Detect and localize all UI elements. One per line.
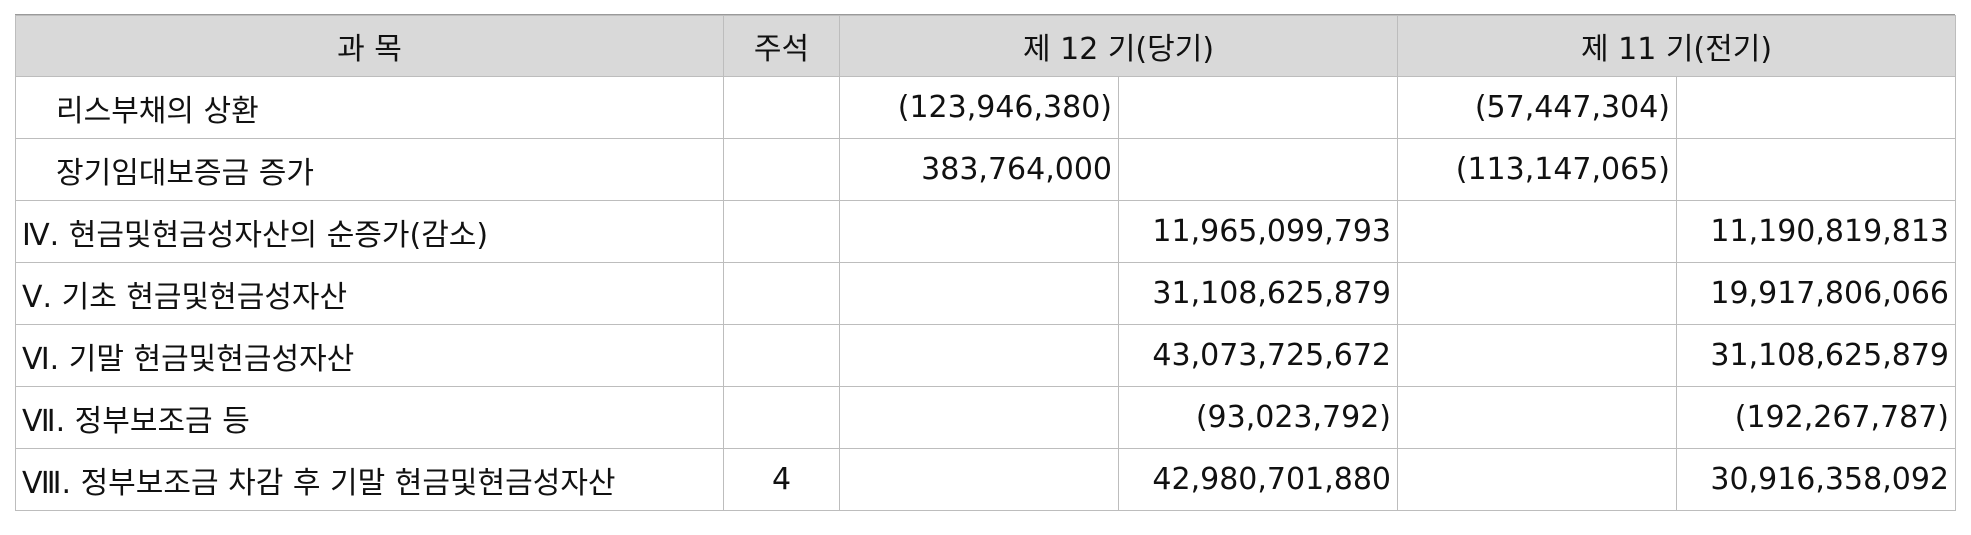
row-note	[723, 386, 840, 449]
current-detail-amount	[839, 324, 1119, 387]
row-note	[723, 324, 840, 387]
prior-total-amount: 30,916,358,092	[1676, 448, 1956, 511]
row-note: 4	[723, 448, 840, 511]
row-item: 리스부채의 상환	[15, 76, 724, 139]
table-row: 장기임대보증금 증가 383,764,000 (113,147,065)	[15, 138, 1956, 201]
prior-detail-amount: (113,147,065)	[1397, 138, 1677, 201]
row-item: Ⅵ. 기말 현금및현금성자산	[15, 324, 724, 387]
current-detail-amount	[839, 262, 1119, 325]
current-total-amount: 31,108,625,879	[1118, 262, 1398, 325]
prior-detail-amount: (57,447,304)	[1397, 76, 1677, 139]
row-item: Ⅳ. 현금및현금성자산의 순증가(감소)	[15, 200, 724, 263]
header-note: 주석	[723, 15, 840, 77]
prior-total-amount: (192,267,787)	[1676, 386, 1956, 449]
header-row: 과 목 주석 제 12 기(당기) 제 11 기(전기)	[15, 15, 1956, 77]
prior-detail-amount	[1397, 262, 1677, 325]
header-current-period: 제 12 기(당기)	[839, 15, 1398, 77]
table-row: Ⅵ. 기말 현금및현금성자산 43,073,725,672 31,108,625…	[15, 324, 1956, 387]
current-total-amount: 43,073,725,672	[1118, 324, 1398, 387]
current-total-amount: 11,965,099,793	[1118, 200, 1398, 263]
prior-detail-amount	[1397, 200, 1677, 263]
row-note	[723, 138, 840, 201]
prior-total-amount	[1676, 76, 1956, 139]
row-note	[723, 262, 840, 325]
table-row: 리스부채의 상환 (123,946,380) (57,447,304)	[15, 76, 1956, 139]
cash-flow-statement-table: 과 목 주석 제 12 기(당기) 제 11 기(전기) 리스부채의 상환 (1…	[15, 15, 1956, 511]
row-item: Ⅶ. 정부보조금 등	[15, 386, 724, 449]
prior-total-amount: 31,108,625,879	[1676, 324, 1956, 387]
current-total-amount	[1118, 138, 1398, 201]
current-detail-amount	[839, 448, 1119, 511]
prior-total-amount: 11,190,819,813	[1676, 200, 1956, 263]
current-detail-amount: 383,764,000	[839, 138, 1119, 201]
prior-detail-amount	[1397, 324, 1677, 387]
current-total-amount: (93,023,792)	[1118, 386, 1398, 449]
header-item: 과 목	[15, 15, 724, 77]
prior-total-amount	[1676, 138, 1956, 201]
table-top-rule	[15, 14, 1955, 15]
row-item: Ⅴ. 기초 현금및현금성자산	[15, 262, 724, 325]
header-prior-period: 제 11 기(전기)	[1397, 15, 1956, 77]
current-total-amount: 42,980,701,880	[1118, 448, 1398, 511]
current-detail-amount	[839, 386, 1119, 449]
row-note	[723, 76, 840, 139]
row-item: 장기임대보증금 증가	[15, 138, 724, 201]
row-item: Ⅷ. 정부보조금 차감 후 기말 현금및현금성자산	[15, 448, 724, 511]
prior-detail-amount	[1397, 386, 1677, 449]
table-row: Ⅷ. 정부보조금 차감 후 기말 현금및현금성자산 4 42,980,701,8…	[15, 448, 1956, 511]
current-total-amount	[1118, 76, 1398, 139]
current-detail-amount: (123,946,380)	[839, 76, 1119, 139]
table-row: Ⅴ. 기초 현금및현금성자산 31,108,625,879 19,917,806…	[15, 262, 1956, 325]
table-row: Ⅳ. 현금및현금성자산의 순증가(감소) 11,965,099,793 11,1…	[15, 200, 1956, 263]
prior-detail-amount	[1397, 448, 1677, 511]
prior-total-amount: 19,917,806,066	[1676, 262, 1956, 325]
table-row: Ⅶ. 정부보조금 등 (93,023,792) (192,267,787)	[15, 386, 1956, 449]
row-note	[723, 200, 840, 263]
current-detail-amount	[839, 200, 1119, 263]
